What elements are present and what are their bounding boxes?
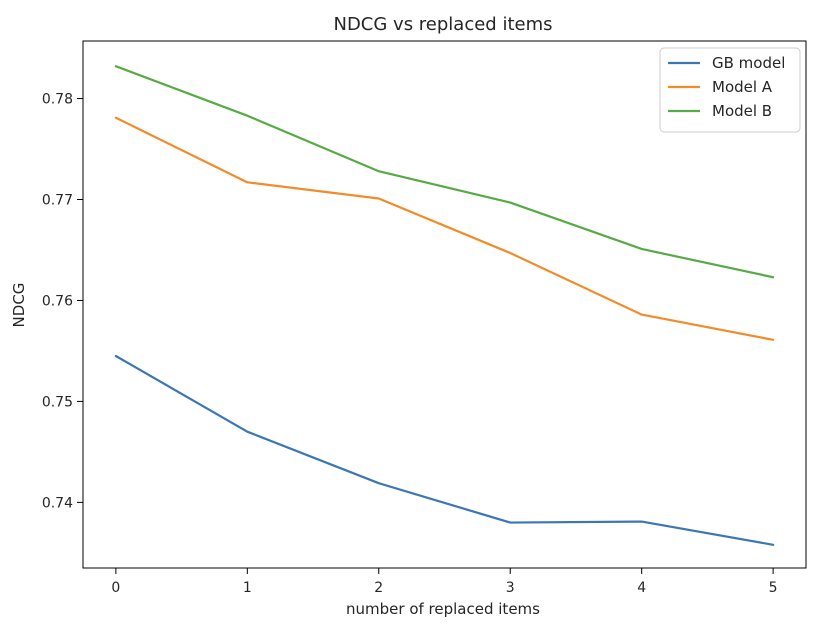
y-tick-label: 0.78 [42,92,73,108]
x-tick-label: 3 [506,580,515,596]
series-line-3 [114,65,775,279]
x-tick-label: 1 [243,580,252,596]
plot-area: 0 1 2 3 4 5 0.74 0.75 0.76 0.77 0.78 [42,40,807,596]
chart-title: NDCG vs replaced items [333,14,552,35]
plot-frame [82,40,807,569]
legend-label-3: Model B [712,102,772,120]
y-tick-label: 0.74 [42,495,73,511]
legend: GB model Model A Model B [659,47,801,133]
y-tick-label: 0.77 [42,193,73,209]
series-line-1 [114,354,775,546]
y-tick-label: 0.75 [42,394,73,410]
legend-label-1: GB model [712,54,785,72]
x-axis-label: number of replaced items [346,600,540,618]
legend-label-2: Model A [712,78,773,96]
series-line-2 [114,116,775,341]
y-axis-label: NDCG [10,283,28,328]
y-tick-label: 0.76 [42,293,73,309]
x-tick-label: 2 [374,580,383,596]
x-tick-label: 0 [111,580,120,596]
x-tick-label: 4 [637,580,646,596]
x-tick-label: 5 [769,580,778,596]
